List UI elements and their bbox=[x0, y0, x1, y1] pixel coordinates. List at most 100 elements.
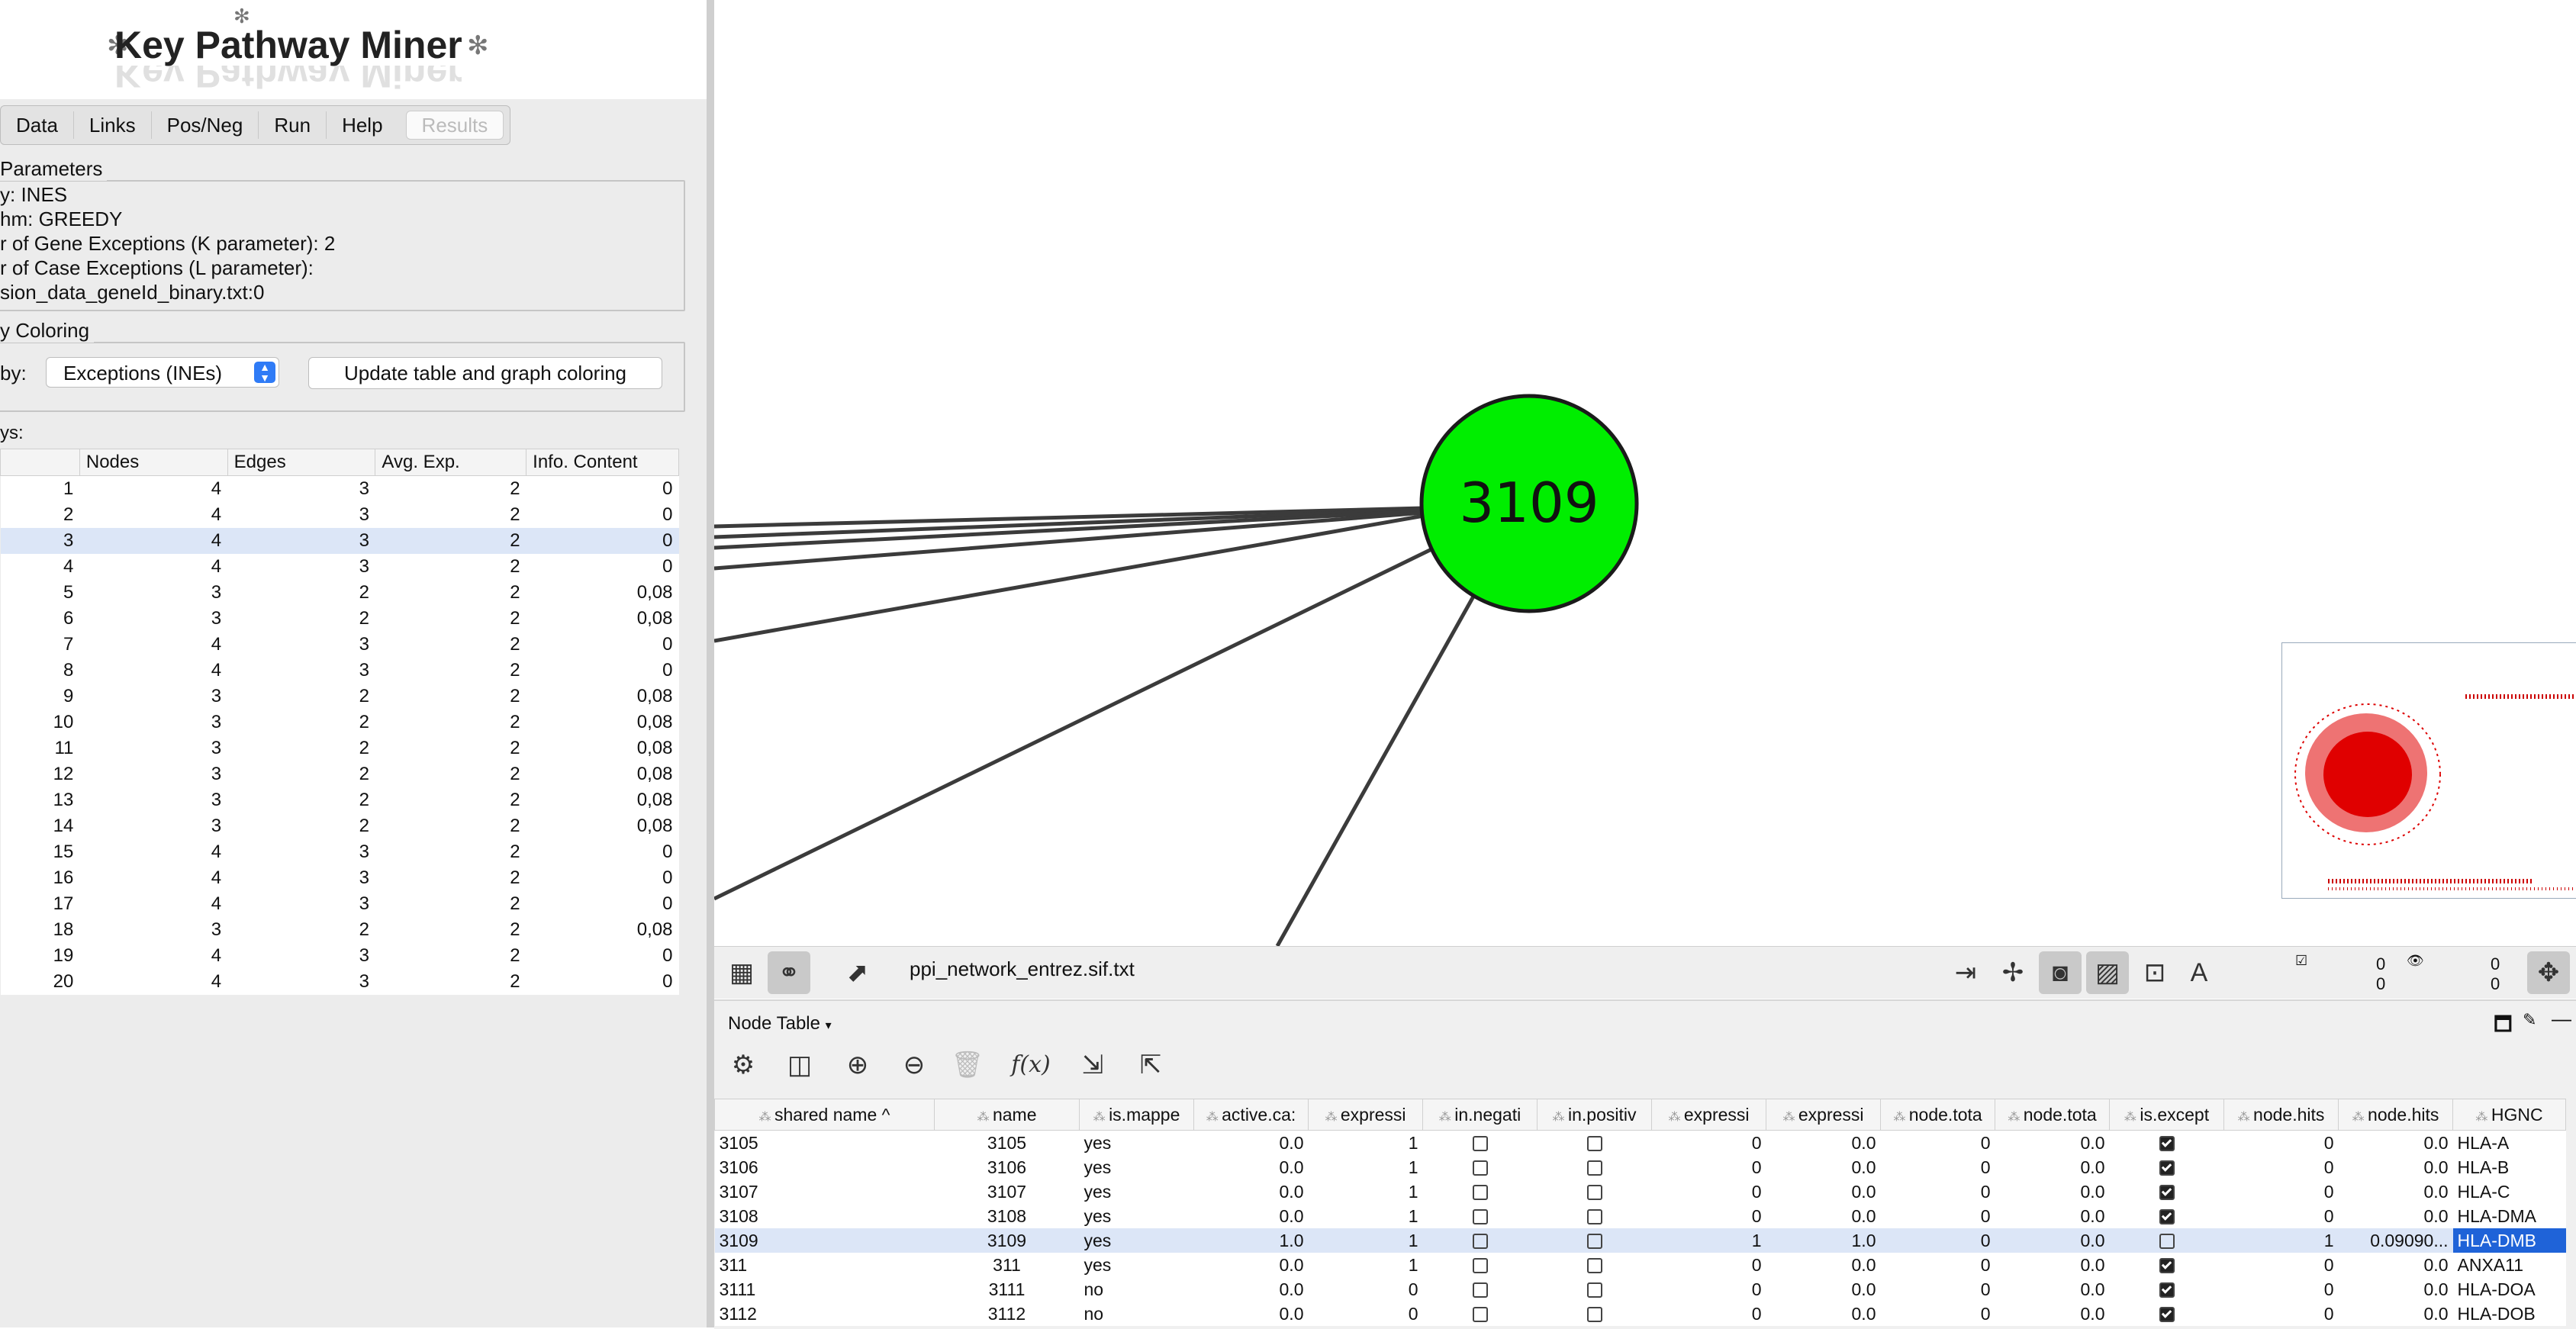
network-canvas[interactable]: 3109 bbox=[713, 0, 2576, 948]
node-table-cell[interactable] bbox=[1537, 1277, 1652, 1302]
checkbox[interactable] bbox=[1586, 1209, 1602, 1225]
node-table-cell[interactable]: 0.0 bbox=[1995, 1130, 2110, 1155]
col-header-nodes[interactable]: Nodes bbox=[79, 449, 228, 476]
node-table-cell[interactable]: 0 bbox=[1880, 1130, 1995, 1155]
pathway-row[interactable]: 11 3 2 2 0,08 bbox=[0, 735, 679, 761]
node-table-cell[interactable]: 3106 bbox=[934, 1155, 1080, 1179]
node-table-cell[interactable]: HLA-A bbox=[2452, 1130, 2566, 1155]
node-table-cell[interactable]: 0 bbox=[2223, 1130, 2339, 1155]
node-table-cell[interactable]: yes bbox=[1079, 1253, 1194, 1277]
node-table-cell[interactable]: 3109 bbox=[714, 1228, 935, 1253]
node-table-cell[interactable] bbox=[2109, 1228, 2224, 1253]
checkbox[interactable] bbox=[1586, 1258, 1602, 1274]
checkbox[interactable] bbox=[2159, 1160, 2175, 1176]
node-table-cell[interactable]: 0 bbox=[1880, 1302, 1995, 1326]
node-table-cell[interactable]: 0 bbox=[1880, 1155, 1995, 1179]
node-table-cell[interactable]: 0.0 bbox=[2338, 1155, 2453, 1179]
node-table-column-header[interactable]: ⁂ active.ca: bbox=[1193, 1099, 1309, 1131]
node-table-cell[interactable]: 0 bbox=[2223, 1179, 2339, 1204]
node-table-column-header[interactable]: ⁂ is.except bbox=[2109, 1099, 2224, 1131]
checkbox[interactable] bbox=[2159, 1282, 2175, 1298]
node-table-cell[interactable]: 0.0 bbox=[1193, 1179, 1309, 1204]
node-table-cell[interactable]: ANXA11 bbox=[2452, 1253, 2566, 1277]
node-table-cell[interactable]: 0 bbox=[2223, 1155, 2339, 1179]
node-table-cell[interactable]: 311 bbox=[714, 1253, 935, 1277]
node-table-title[interactable]: Node Table ▾ bbox=[728, 1013, 832, 1035]
checkbox[interactable] bbox=[1586, 1185, 1602, 1201]
tab-help[interactable]: Help bbox=[342, 114, 383, 137]
node-table-cell[interactable]: 0.0 bbox=[2338, 1130, 2453, 1155]
node-table-cell[interactable] bbox=[2109, 1253, 2224, 1277]
detach-view-icon[interactable]: ⬈ bbox=[846, 958, 869, 987]
node-table-cell[interactable]: 3105 bbox=[714, 1130, 935, 1155]
node-table-cell[interactable] bbox=[1537, 1130, 1652, 1155]
node-table-cell[interactable]: 3107 bbox=[714, 1179, 935, 1204]
node-table-cell[interactable]: 1 bbox=[1308, 1228, 1423, 1253]
tab-links[interactable]: Links bbox=[74, 111, 152, 139]
node-table-cell[interactable]: 0.0 bbox=[1766, 1204, 1881, 1228]
node-table-cell[interactable] bbox=[2109, 1204, 2224, 1228]
node-table-cell[interactable] bbox=[2109, 1302, 2224, 1326]
checkbox[interactable] bbox=[1472, 1209, 1488, 1225]
node-table-cell[interactable]: 0 bbox=[2223, 1277, 2339, 1302]
pathway-row[interactable]: 9 3 2 2 0,08 bbox=[0, 684, 679, 710]
node-table-cell[interactable]: 3106 bbox=[714, 1155, 935, 1179]
checkbox[interactable] bbox=[1472, 1258, 1488, 1274]
checkbox[interactable] bbox=[1586, 1234, 1602, 1250]
node-table-cell[interactable]: HLA-C bbox=[2452, 1179, 2566, 1204]
checkbox[interactable] bbox=[2159, 1185, 2175, 1201]
node-table-row[interactable]: 3106 3106 yes 0.0 1 0 0.0 0 0.0 0 0.0 HLA-B bbox=[714, 1155, 2566, 1179]
node-table-cell[interactable]: 3105 bbox=[934, 1130, 1080, 1155]
col-header-info-content[interactable]: Info. Content bbox=[526, 449, 679, 476]
node-table-cell[interactable]: 0.0 bbox=[1766, 1277, 1881, 1302]
node-table-column-header[interactable]: ⁂ in.positiv bbox=[1537, 1099, 1652, 1131]
node-table-column-header[interactable]: ⁂ name bbox=[934, 1099, 1080, 1131]
node-table-cell[interactable] bbox=[1537, 1204, 1652, 1228]
node-table-cell[interactable]: 0.0 bbox=[1766, 1253, 1881, 1277]
node-table-cell[interactable]: HLA-DMA bbox=[2452, 1204, 2566, 1228]
node-table-cell[interactable]: 0 bbox=[1651, 1277, 1766, 1302]
node-table-column-header[interactable]: ⁂ expressi bbox=[1651, 1099, 1766, 1131]
node-table-cell[interactable]: 0.0 bbox=[2338, 1179, 2453, 1204]
node-table-cell[interactable]: 0 bbox=[1880, 1277, 1995, 1302]
node-table-cell[interactable]: 0.0 bbox=[1995, 1253, 2110, 1277]
checkbox[interactable] bbox=[2159, 1307, 2175, 1323]
select-edges-icon[interactable]: ▨ bbox=[2086, 951, 2129, 994]
node-table-cell[interactable] bbox=[1537, 1228, 1652, 1253]
pathway-row[interactable]: 17 4 3 2 0 bbox=[0, 891, 679, 917]
node-table-row[interactable]: 3108 3108 yes 0.0 1 0 0.0 0 0.0 0 0.0 HLA-DMA bbox=[714, 1204, 2566, 1228]
node-table-cell[interactable]: no bbox=[1079, 1302, 1194, 1326]
node-table-cell[interactable]: 0.0 bbox=[1995, 1155, 2110, 1179]
node-table-cell[interactable] bbox=[2109, 1130, 2224, 1155]
node-table-cell[interactable]: 0.0 bbox=[2338, 1253, 2453, 1277]
checkbox[interactable] bbox=[1472, 1136, 1488, 1152]
node-table-cell[interactable] bbox=[2109, 1277, 2224, 1302]
node-table-column-header[interactable]: ⁂ shared name ^ bbox=[714, 1099, 935, 1131]
node-table-cell[interactable]: 3108 bbox=[714, 1204, 935, 1228]
node-table-cell[interactable] bbox=[1422, 1204, 1538, 1228]
node-table-cell[interactable]: 0.0 bbox=[1193, 1302, 1309, 1326]
tab-posneg[interactable]: Pos/Neg bbox=[152, 111, 259, 139]
node-table-cell[interactable]: 0.0 bbox=[1193, 1130, 1309, 1155]
node-table-cell[interactable]: no bbox=[1079, 1277, 1194, 1302]
checkbox[interactable] bbox=[2159, 1258, 2175, 1274]
node-table-cell[interactable]: HLA-DMB bbox=[2452, 1228, 2566, 1253]
node-table-cell[interactable]: 1 bbox=[1308, 1204, 1423, 1228]
node-table-cell[interactable]: 0.0 bbox=[1766, 1155, 1881, 1179]
node-table-cell[interactable]: HLA-B bbox=[2452, 1155, 2566, 1179]
node-table-cell[interactable]: 3112 bbox=[714, 1302, 935, 1326]
show-columns-icon[interactable]: ◫ bbox=[787, 1051, 813, 1080]
node-table-cell[interactable] bbox=[1422, 1277, 1538, 1302]
edge[interactable] bbox=[1275, 594, 1476, 948]
col-header-avg-exp[interactable]: Avg. Exp. bbox=[375, 449, 527, 476]
node-table-cell[interactable]: 0.0 bbox=[1995, 1179, 2110, 1204]
trash-icon[interactable]: 🗑 bbox=[951, 1051, 984, 1080]
pathway-row[interactable]: 16 4 3 2 0 bbox=[0, 865, 679, 891]
node-table-cell[interactable] bbox=[1422, 1130, 1538, 1155]
checkbox[interactable] bbox=[1586, 1160, 1602, 1176]
node-table-cell[interactable]: 0 bbox=[1651, 1179, 1766, 1204]
tab-run[interactable]: Run bbox=[259, 111, 327, 139]
node-table-cell[interactable]: 0 bbox=[1880, 1204, 1995, 1228]
node-table-cell[interactable]: 1 bbox=[1651, 1228, 1766, 1253]
